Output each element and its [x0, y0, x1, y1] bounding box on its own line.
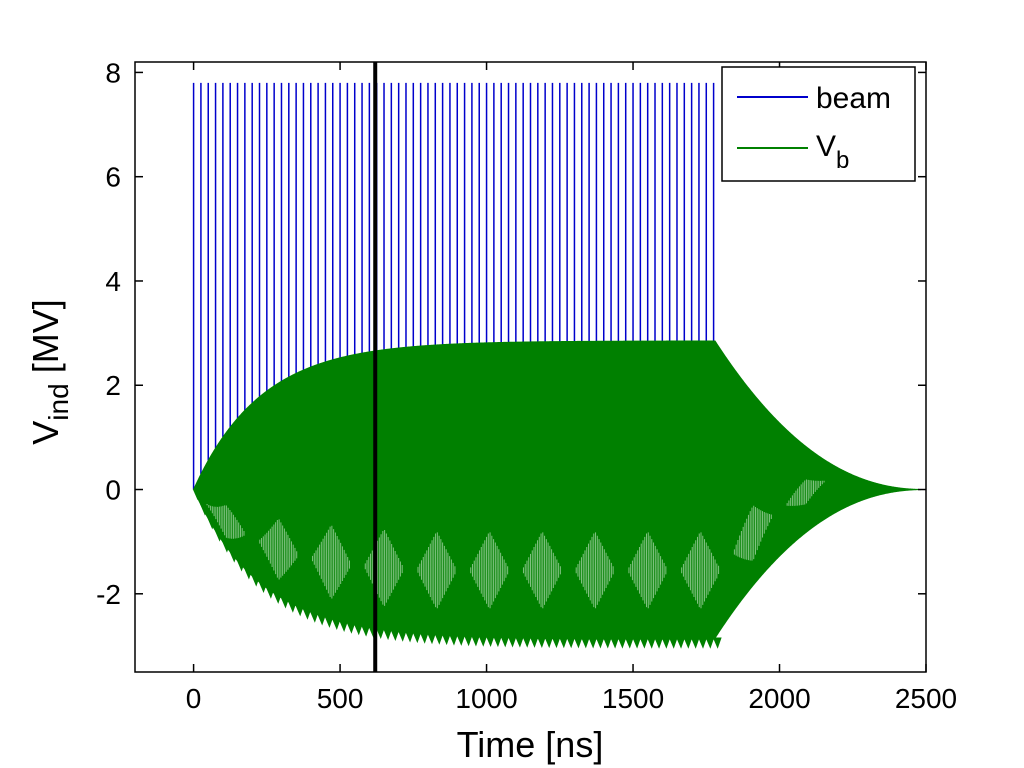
y-tick-label: 2: [105, 370, 121, 401]
x-tick-label: 0: [186, 683, 202, 714]
x-tick-label: 2500: [895, 683, 957, 714]
svg-text:Vind [MV]: Vind [MV]: [25, 299, 74, 444]
y-axis-label-unit: [MV]: [25, 299, 66, 373]
y-tick-label: 6: [105, 162, 121, 193]
y-tick-label: 0: [105, 475, 121, 506]
axes-box: [134, 61, 927, 673]
y-axis-label-sub: ind: [43, 383, 74, 420]
y-tick-label: 8: [105, 57, 121, 88]
x-tick-label: 500: [317, 683, 364, 714]
y-tick-label: -2: [96, 579, 121, 610]
y-axis-label-main: V: [25, 421, 66, 445]
x-axis-label: Time [ns]: [457, 724, 604, 765]
legend-box: [721, 66, 916, 182]
x-tick-label: 2000: [748, 683, 810, 714]
y-axis: -2 0 2 4 6 8: [96, 57, 926, 610]
y-axis-label: Vind [MV]: [25, 299, 74, 444]
x-axis: 0 500 1000 1500 2000 2500: [186, 62, 957, 714]
plot-area: [192, 62, 926, 672]
legend: beam Vb: [721, 66, 916, 182]
beam-spikes: [192, 82, 715, 490]
series-beam: [192, 82, 715, 490]
legend-label-vb: Vb: [816, 130, 849, 174]
x-tick-label: 1500: [602, 683, 664, 714]
x-tick-label: 1000: [455, 683, 517, 714]
vb-beat-pattern: [206, 479, 825, 609]
y-tick-label: 4: [105, 266, 121, 297]
legend-label-beam: beam: [816, 82, 891, 115]
